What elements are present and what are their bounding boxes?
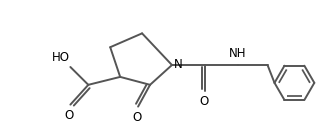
Text: HO: HO	[51, 51, 69, 64]
Text: N: N	[174, 58, 183, 70]
Text: NH: NH	[229, 47, 247, 60]
Text: O: O	[133, 111, 142, 124]
Text: O: O	[199, 95, 208, 108]
Text: O: O	[65, 109, 74, 122]
